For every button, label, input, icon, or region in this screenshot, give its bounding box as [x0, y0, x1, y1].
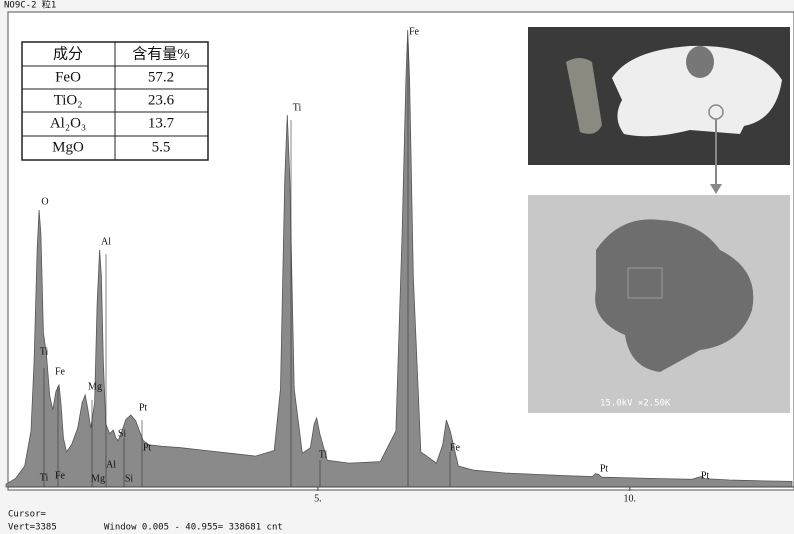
table-cell: 13.7: [148, 115, 175, 131]
peak-label: Fe: [55, 470, 66, 481]
table-cell: Al₂O₃: [50, 115, 86, 131]
vert-label: Vert=3385: [8, 523, 57, 533]
table-header: 含有量%: [132, 45, 190, 62]
peak-label: Ti: [40, 346, 49, 357]
peak-label: Mg: [88, 381, 102, 392]
table-cell: 23.6: [148, 92, 175, 108]
peak-label: Si: [125, 473, 134, 484]
peak-label: Ti: [40, 472, 49, 483]
peak-label: O: [41, 196, 48, 207]
window-label: Window 0.005 - 40.955= 338681 cnt: [104, 523, 283, 533]
peak-label: Mg: [91, 473, 105, 484]
grain: [566, 58, 602, 134]
peak-label: Pt: [600, 463, 609, 474]
shadow: [686, 46, 714, 78]
roi: [627, 267, 663, 299]
micrograph-top: [528, 27, 790, 165]
grain: [595, 219, 754, 372]
peak-label: Fe: [409, 26, 420, 37]
table-header: 成分: [53, 45, 83, 62]
peak-label: Pt: [701, 470, 710, 481]
peak-label: Al: [101, 236, 111, 247]
peak-label: Ti: [293, 102, 302, 113]
x-tick-label: 10.: [624, 493, 637, 504]
composition-table: 成分 含有量% FeO 57.2 TiO₂ 23.6 Al₂O₃ 13.7 Mg…: [21, 41, 209, 161]
peak-label: Ti: [319, 449, 328, 460]
table-cell: 5.5: [152, 139, 171, 155]
arrow-head: [710, 184, 722, 194]
peak-label: Fe: [450, 442, 461, 453]
x-tick-label: 5.: [314, 493, 322, 504]
grain: [612, 45, 782, 137]
peak-label: Fe: [55, 366, 66, 377]
table-cell: MgO: [52, 139, 84, 155]
micrograph-bottom: 15.0kV ×2.50K: [528, 195, 790, 413]
peak-label: Si: [118, 428, 127, 439]
spectrum-area: [5, 29, 793, 488]
table-cell: 57.2: [148, 69, 174, 85]
peak-label: Al: [106, 459, 116, 470]
table-cell: FeO: [55, 69, 81, 85]
table-cell: TiO₂: [54, 92, 83, 108]
peak-label: Pt: [143, 442, 152, 453]
peak-label: Pt: [139, 402, 148, 413]
cursor-label: Cursor=: [8, 510, 47, 520]
image-caption: 15.0kV ×2.50K: [600, 399, 671, 409]
header: NO9C-2 粒1: [4, 0, 56, 11]
